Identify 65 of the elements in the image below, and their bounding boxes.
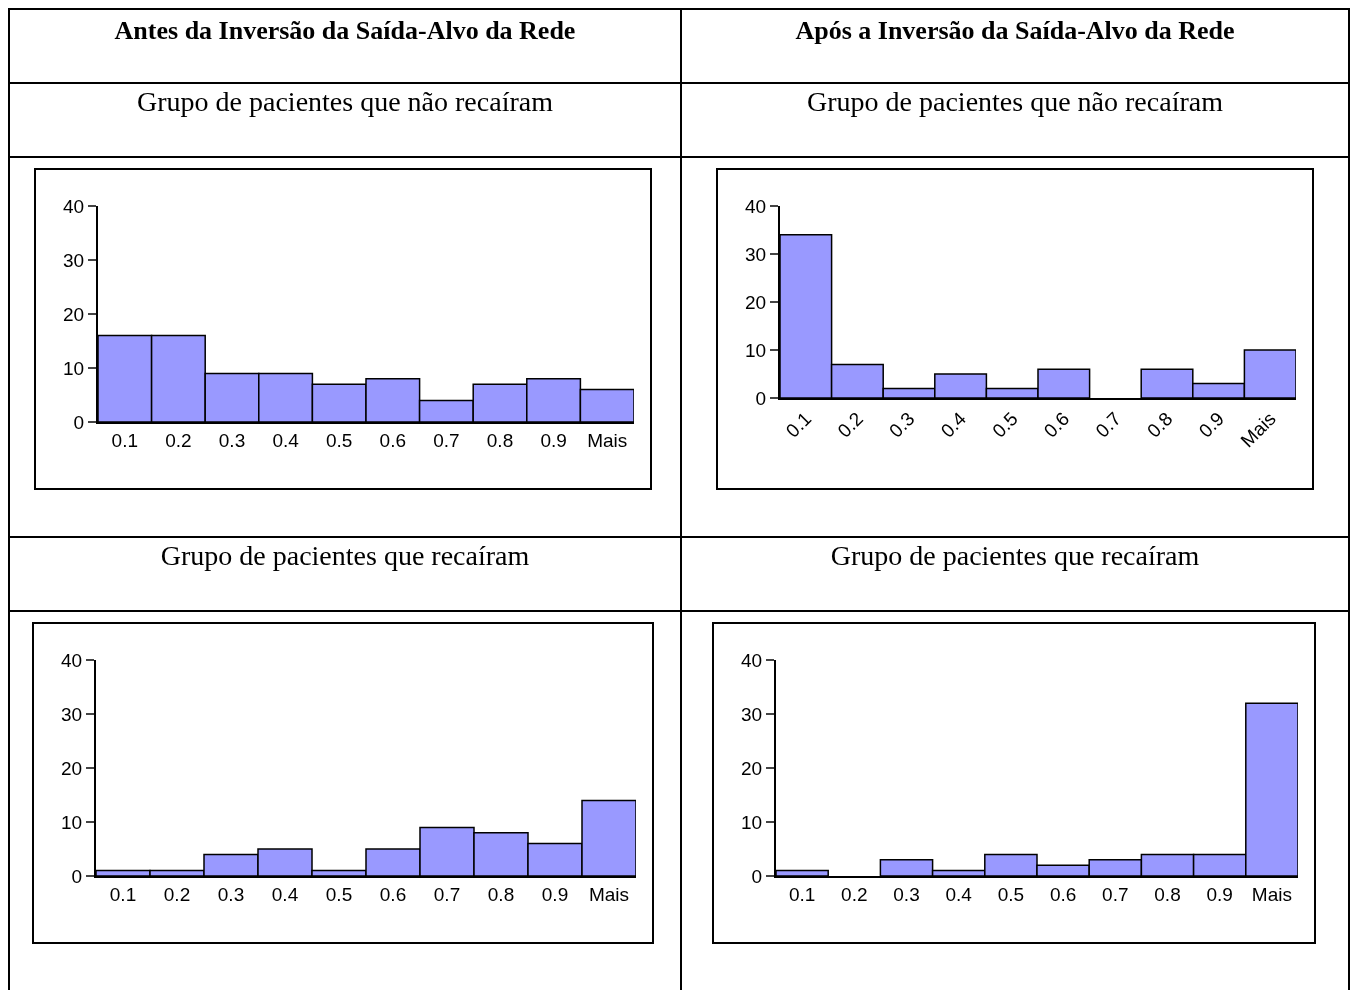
x-tick-label: 0.9 — [540, 429, 567, 451]
x-tick-label: 0.3 — [885, 408, 919, 442]
x-tick-label: 0.8 — [1143, 408, 1177, 442]
y-tick-label: 40 — [61, 649, 83, 671]
x-tick-label: 0.7 — [1091, 408, 1125, 442]
y-tick-label: 30 — [741, 703, 763, 725]
x-tick-label: 0.5 — [325, 883, 353, 905]
x-tick-label: 0.2 — [163, 883, 191, 905]
x-tick-label: 0.9 — [1194, 408, 1229, 442]
x-tick-label: Mais — [588, 883, 630, 905]
x-tick-label: 0.1 — [109, 883, 137, 905]
x-tick-label: 0.2 — [165, 429, 192, 451]
x-tick-label: 0.9 — [1206, 883, 1233, 905]
x-tick-label: 0.9 — [541, 883, 569, 905]
x-tick-label: 0.1 — [111, 429, 139, 451]
x-tick-label: 0.3 — [218, 429, 246, 451]
x-tick-label: 0.6 — [1039, 408, 1074, 442]
x-tick-label: 0.1 — [788, 883, 816, 905]
y-tick-label: 30 — [745, 243, 767, 265]
x-tick-label: Mais — [587, 429, 628, 451]
y-tick-label: 10 — [741, 811, 763, 833]
chart-title: Grupo de pacientes que recaíram — [10, 538, 680, 612]
x-tick-label: 0.1 — [781, 408, 816, 442]
chart-subtitle: Grupo de pacientes que não recaíram — [10, 84, 680, 158]
x-tick-label: 0.3 — [893, 883, 920, 905]
y-tick-label: 20 — [63, 303, 85, 325]
y-tick-label: 30 — [61, 703, 83, 725]
x-tick-label: 0.7 — [433, 429, 460, 451]
x-tick-label: 0.4 — [936, 407, 971, 442]
chart-title: Antes da Inversão da Saída-Alvo da Rede — [10, 10, 680, 84]
y-tick-label: 40 — [745, 195, 767, 217]
y-tick-label: 10 — [61, 811, 83, 833]
x-tick-label: 0.7 — [1102, 883, 1129, 905]
x-tick-label: Mais — [1251, 883, 1292, 905]
x-tick-label: 0.8 — [486, 429, 514, 451]
y-tick-label: 0 — [751, 865, 763, 887]
x-tick-label: 0.5 — [325, 429, 353, 451]
y-tick-label: 10 — [745, 339, 767, 361]
x-tick-label: 0.8 — [487, 883, 515, 905]
x-tick-label: 0.5 — [988, 408, 1022, 442]
y-tick-label: 40 — [63, 195, 85, 217]
chart-title: Após a Inversão da Saída-Alvo da Rede — [682, 10, 1348, 84]
x-tick-label: 0.4 — [271, 883, 299, 905]
chart-subtitle: Grupo de pacientes que não recaíram — [682, 84, 1348, 158]
y-tick-label: 0 — [73, 411, 85, 433]
x-tick-label: 0.6 — [379, 883, 407, 905]
x-tick-label: 0.6 — [379, 429, 407, 451]
x-tick-label: 0.2 — [841, 883, 868, 905]
y-tick-label: 0 — [71, 865, 83, 887]
y-tick-label: 20 — [745, 291, 767, 313]
x-tick-label: 0.4 — [945, 883, 973, 905]
x-tick-label: 0.6 — [1049, 883, 1077, 905]
y-tick-label: 30 — [63, 249, 85, 271]
chart-title: Grupo de pacientes que recaíram — [682, 538, 1348, 612]
x-tick-label: 0.7 — [433, 883, 461, 905]
x-tick-label: 0.5 — [997, 883, 1025, 905]
x-tick-label: 0.8 — [1154, 883, 1181, 905]
x-tick-label: 0.4 — [272, 429, 300, 451]
y-tick-label: 20 — [741, 757, 763, 779]
y-tick-label: 0 — [755, 387, 767, 409]
y-tick-label: 10 — [63, 357, 85, 379]
x-tick-label: 0.3 — [217, 883, 245, 905]
x-tick-label: 0.2 — [833, 408, 867, 442]
y-tick-label: 40 — [741, 649, 763, 671]
y-tick-label: 20 — [61, 757, 83, 779]
